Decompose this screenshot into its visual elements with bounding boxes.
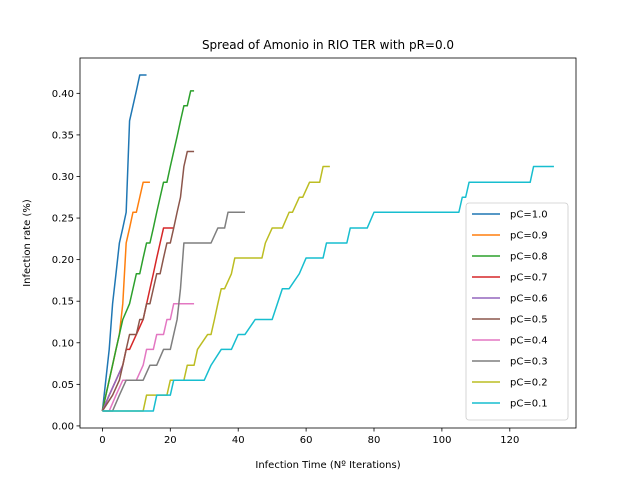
x-tick-label: 80 (368, 435, 381, 446)
x-tick-label: 120 (500, 435, 519, 446)
y-axis: 0.00 0.05 0.10 0.15 0.20 0.25 0.30 0.35 0.40 (52, 89, 80, 432)
legend-label: pC=0.5 (510, 315, 548, 326)
chart-title: Spread of Amonio in RIO TER with pR=0.0 (202, 38, 454, 52)
series-line-2 (101, 90, 195, 412)
y-tick-label: 0.20 (52, 255, 74, 266)
series-line-9 (102, 165, 554, 412)
legend-label: pC=0.8 (510, 252, 548, 263)
series-line-4 (101, 364, 124, 412)
y-tick-label: 0.15 (52, 297, 74, 308)
legend-label: pC=0.9 (510, 231, 548, 242)
series-line-0 (101, 74, 147, 412)
y-tick-label: 0.40 (52, 89, 74, 100)
series-line-5 (101, 150, 195, 412)
legend-box (465, 202, 569, 421)
y-tick-label: 0.10 (52, 338, 74, 349)
legend-label: pC=1.0 (510, 210, 548, 221)
series-line-7 (102, 211, 245, 412)
x-axis: 0 20 40 60 80 100 120 (99, 428, 519, 446)
legend-label: pC=0.1 (510, 399, 548, 410)
legend: pC=1.0 pC=0.9 pC=0.8 pC=0.7 pC=0.6 pC=0.5 pC=0… (465, 202, 569, 421)
legend-label: pC=0.4 (510, 336, 548, 347)
y-axis-title: Infection rate (%) (22, 199, 33, 287)
x-tick-label: 0 (99, 435, 105, 446)
y-tick-label: 0.05 (52, 380, 74, 391)
legend-label: pC=0.6 (510, 294, 548, 305)
x-tick-label: 60 (300, 435, 313, 446)
series-line-8 (102, 165, 330, 412)
y-tick-label: 0.35 (52, 130, 74, 141)
plot-area (101, 74, 554, 412)
x-tick-label: 40 (232, 435, 245, 446)
y-tick-label: 0.30 (52, 172, 74, 183)
axes-frame (79, 57, 577, 429)
legend-label: pC=0.2 (510, 378, 548, 389)
x-axis-title: Infection Time (Nº Iterations) (255, 460, 400, 471)
y-tick-label: 0.25 (52, 214, 74, 225)
y-tick-label: 0.00 (52, 421, 74, 432)
legend-label: pC=0.7 (510, 273, 548, 284)
x-tick-label: 20 (164, 435, 177, 446)
x-tick-label: 100 (432, 435, 451, 446)
legend-label: pC=0.3 (510, 357, 548, 368)
